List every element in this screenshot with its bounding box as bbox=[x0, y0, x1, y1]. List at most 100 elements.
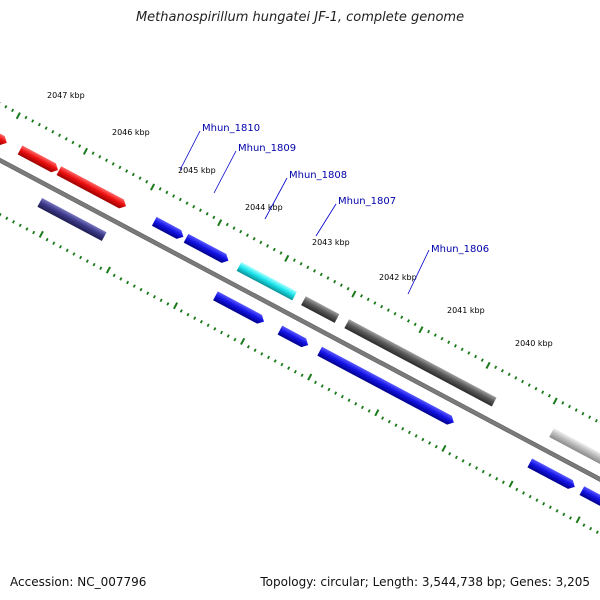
gene-label-mhun-1808[interactable]: Mhun_1808 bbox=[289, 170, 347, 181]
minor-tick bbox=[52, 241, 56, 245]
minor-tick bbox=[588, 415, 592, 419]
minor-tick bbox=[280, 362, 284, 367]
minor-tick bbox=[58, 133, 62, 138]
minor-tick bbox=[193, 316, 197, 320]
feature-blue-7 bbox=[579, 486, 600, 512]
minor-tick bbox=[125, 169, 129, 173]
major-tick bbox=[150, 183, 156, 191]
minor-tick bbox=[178, 197, 182, 202]
major-tick bbox=[418, 326, 424, 334]
feature-blue-2 bbox=[183, 233, 229, 263]
kbp-scale-labels: 2047 kbp 2046 kbp 2045 kbp 2044 kbp 2043… bbox=[47, 91, 553, 348]
minor-tick bbox=[25, 227, 29, 231]
minor-tick bbox=[293, 369, 297, 374]
feature-lightgray bbox=[549, 428, 600, 477]
minor-tick bbox=[138, 176, 142, 180]
gene-label-mhun-1810[interactable]: Mhun_1810 bbox=[202, 123, 260, 134]
minor-tick bbox=[32, 230, 36, 235]
minor-tick bbox=[71, 140, 75, 145]
minor-tick bbox=[468, 462, 472, 467]
minor-tick bbox=[528, 494, 532, 499]
minor-tick bbox=[514, 376, 518, 380]
minor-tick bbox=[360, 405, 364, 410]
feature-red-1 bbox=[0, 123, 7, 145]
minor-tick bbox=[273, 359, 277, 363]
minor-tick bbox=[98, 154, 102, 159]
minor-tick bbox=[541, 390, 545, 394]
minor-tick bbox=[500, 369, 504, 373]
minor-tick bbox=[45, 237, 49, 242]
minor-tick bbox=[186, 312, 190, 317]
minor-tick bbox=[119, 277, 123, 281]
minor-tick bbox=[387, 419, 391, 424]
minor-tick bbox=[501, 480, 505, 485]
minor-tick bbox=[131, 172, 135, 177]
kbp-label: 2045 kbp bbox=[178, 166, 216, 175]
minor-tick bbox=[158, 187, 162, 191]
minor-tick bbox=[440, 336, 444, 341]
minor-tick bbox=[260, 352, 264, 356]
minor-tick bbox=[185, 201, 189, 205]
minor-tick bbox=[99, 266, 103, 270]
minor-tick bbox=[146, 291, 150, 295]
major-tick bbox=[38, 230, 44, 238]
minor-tick bbox=[59, 245, 63, 249]
gene-label-mhun-1806[interactable]: Mhun_1806 bbox=[431, 244, 489, 255]
minor-tick bbox=[515, 487, 519, 492]
gene-label-mhun-1807[interactable]: Mhun_1807 bbox=[338, 196, 396, 207]
minor-tick bbox=[394, 423, 398, 427]
kbp-label: 2046 kbp bbox=[112, 128, 150, 137]
minor-tick bbox=[225, 222, 229, 227]
feature-red-3 bbox=[56, 166, 126, 209]
minor-tick bbox=[233, 337, 237, 342]
minor-tick bbox=[11, 108, 15, 113]
minor-tick bbox=[413, 322, 417, 327]
minor-tick bbox=[494, 365, 498, 369]
minor-tick bbox=[407, 430, 411, 435]
feature-red-2 bbox=[17, 145, 58, 173]
minor-tick bbox=[474, 354, 478, 359]
minor-tick bbox=[461, 459, 465, 463]
minor-tick bbox=[488, 473, 492, 477]
minor-tick bbox=[166, 302, 170, 306]
gene-label-mhun-1809[interactable]: Mhun_1809 bbox=[238, 143, 296, 154]
major-tick bbox=[575, 516, 581, 524]
minor-tick bbox=[64, 137, 68, 141]
minor-tick bbox=[428, 441, 432, 445]
minor-tick bbox=[367, 409, 371, 413]
feature-darkgray-1 bbox=[301, 296, 340, 323]
minor-tick bbox=[448, 452, 452, 456]
major-tick bbox=[284, 254, 290, 262]
minor-tick bbox=[159, 298, 163, 303]
minor-tick bbox=[246, 344, 250, 349]
minor-tick bbox=[582, 523, 586, 527]
minor-tick bbox=[594, 418, 598, 423]
minor-tick bbox=[253, 348, 257, 353]
inner-ticks bbox=[0, 212, 599, 534]
minor-tick bbox=[534, 386, 538, 391]
gene-labels: Mhun_1810 Mhun_1809 Mhun_1808 Mhun_1807 … bbox=[202, 123, 489, 255]
outer-ticks bbox=[0, 101, 598, 423]
minor-tick bbox=[267, 355, 271, 360]
genome-backbone bbox=[0, 132, 600, 494]
feature-darkgray-2 bbox=[344, 319, 497, 407]
minor-tick bbox=[12, 220, 16, 224]
minor-tick bbox=[334, 391, 338, 395]
kbp-label: 2042 kbp bbox=[379, 273, 417, 282]
minor-tick bbox=[366, 297, 370, 302]
minor-tick bbox=[427, 329, 431, 334]
major-tick bbox=[552, 397, 558, 405]
minor-tick bbox=[132, 284, 136, 288]
minor-tick bbox=[232, 226, 236, 230]
minor-tick bbox=[589, 526, 593, 531]
minor-tick bbox=[91, 151, 95, 155]
major-tick bbox=[105, 266, 111, 274]
minor-tick bbox=[480, 358, 484, 362]
map-title: Methanospirillum hungatei JF-1, complete… bbox=[135, 10, 465, 25]
minor-tick bbox=[313, 269, 317, 273]
minor-tick bbox=[179, 309, 183, 313]
minor-tick bbox=[105, 158, 109, 163]
minor-tick bbox=[475, 466, 479, 470]
minor-tick bbox=[65, 248, 69, 253]
minor-tick bbox=[111, 162, 115, 166]
